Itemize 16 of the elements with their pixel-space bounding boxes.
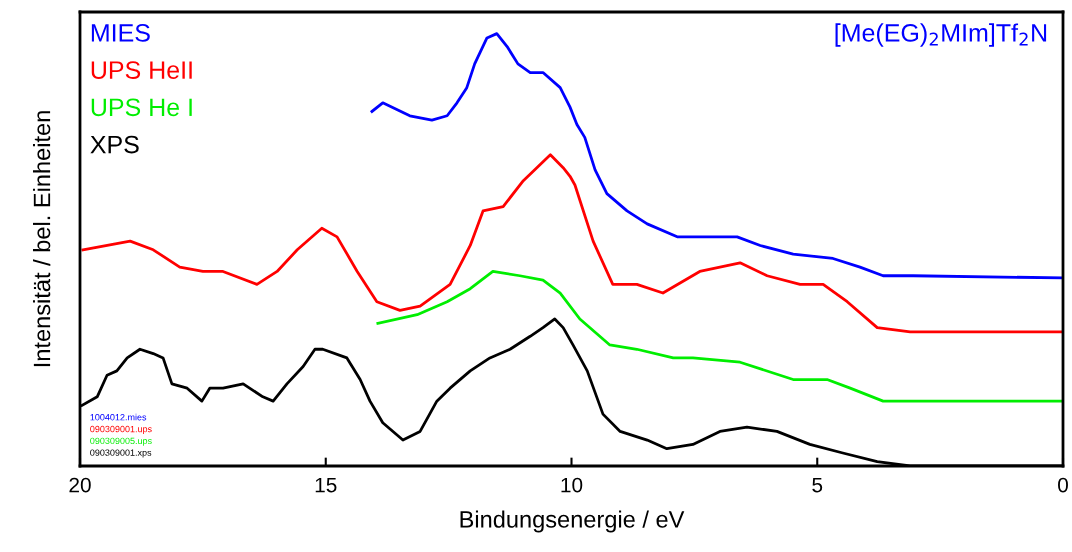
annotation: 090309001.xps: [90, 449, 152, 458]
x-tick-label: 15: [315, 477, 337, 493]
x-axis-title: Bindungsenergie / eV: [460, 510, 685, 533]
text: UPS HeII: [91, 61, 192, 79]
x-tick-label: 10: [561, 477, 583, 493]
annotation: 090309005.ups: [90, 437, 152, 446]
y-axis-title: Intensität / bel. Einheiten: [32, 111, 51, 367]
text: MIES: [91, 24, 150, 42]
annotation: 090309001.ups: [90, 425, 152, 435]
chart-title: [Me(EG)$_{2}$MIm]Tf$_{2}$N: [835, 23, 1047, 47]
text: XPS: [90, 135, 139, 154]
x-tick-label: 0: [1058, 477, 1068, 493]
annotation: 1004012.mies: [90, 413, 147, 421]
text: UPS He I: [91, 98, 192, 117]
x-tick-label: 20: [69, 477, 91, 493]
x-tick-label: 5: [812, 477, 823, 493]
